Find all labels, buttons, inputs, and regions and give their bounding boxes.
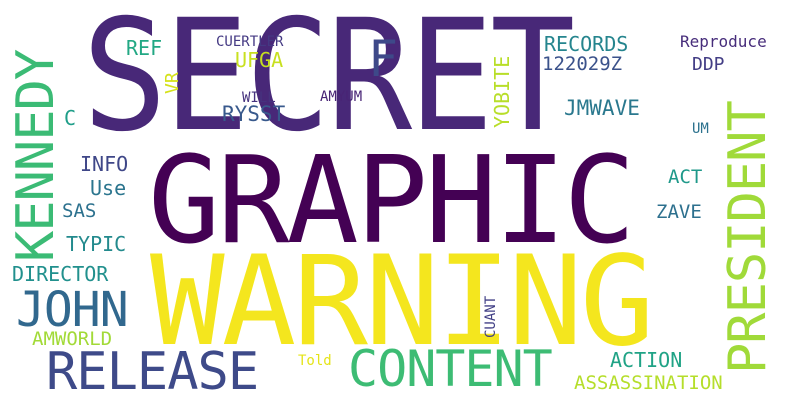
word-yobite: YOBITE: [490, 55, 514, 128]
word-info: INFO: [80, 152, 129, 176]
word-sas: SAS: [62, 200, 97, 222]
word-will: WILL: [242, 90, 276, 106]
word-content: CONTENT: [348, 340, 553, 398]
word-ddp: DDP: [692, 54, 725, 75]
word-action: ACTION: [610, 348, 683, 372]
word-f: F: [368, 30, 399, 88]
word-president: PRESIDENT: [718, 101, 778, 374]
word-told: Told: [298, 353, 332, 369]
word-use: Use: [90, 176, 127, 200]
word-act: ACT: [668, 166, 703, 188]
word-122029z: 122029Z: [542, 53, 623, 75]
word-amworld: AMWORLD: [32, 328, 113, 350]
word-zave: ZAVE: [656, 201, 702, 223]
word-ufga: UFGA: [235, 48, 284, 72]
word-cuant: CUANT: [483, 295, 499, 338]
word-cuertler: CUERTLER: [216, 34, 284, 50]
word-um: UM: [692, 121, 709, 137]
word-jmwave: JMWAVE: [564, 96, 640, 120]
word-c: C: [64, 106, 77, 130]
word-warning: WARNING: [150, 230, 655, 374]
word-secret: SECRET: [82, 0, 575, 166]
word-vr: VR: [162, 72, 183, 94]
word-ref: REF: [126, 36, 163, 60]
word-john: JOHN: [16, 282, 129, 338]
word-assassination: ASSASSINATION: [574, 372, 723, 394]
word-release: RELEASE: [46, 342, 259, 402]
word-typic: TYPIC: [66, 232, 127, 256]
word-amyum: AMYUM: [320, 89, 363, 105]
word-graphic: GRAPHIC: [148, 132, 636, 271]
word-records: RECORDS: [544, 32, 629, 56]
word-kennedy: KENNEDY: [6, 49, 66, 262]
word-director: DIRECTOR: [12, 262, 109, 286]
word-rysst: RYSST: [222, 102, 286, 126]
word-reproduce: Reproduce: [680, 32, 767, 51]
